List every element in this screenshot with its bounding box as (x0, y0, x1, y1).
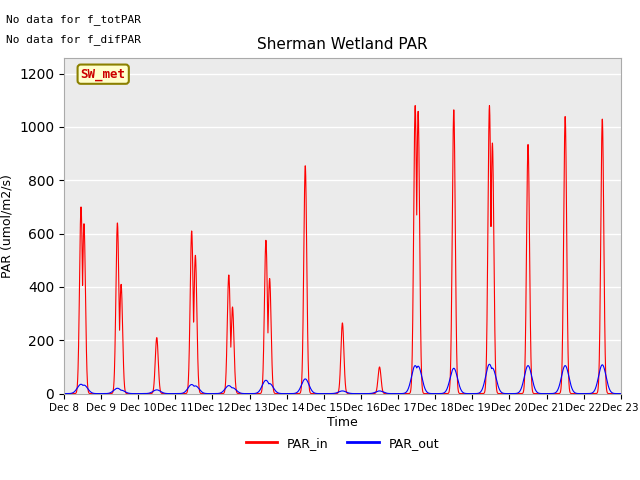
PAR_in (616, 391, 624, 396)
Line: PAR_out: PAR_out (64, 364, 621, 394)
Y-axis label: PAR (umol/m2/s): PAR (umol/m2/s) (1, 174, 13, 277)
PAR_in (412, 103, 419, 108)
PAR_in (322, 391, 330, 396)
PAR_out (160, 390, 168, 396)
PAR_out (499, 390, 507, 396)
PAR_in (617, 391, 625, 396)
Title: Sherman Wetland PAR: Sherman Wetland PAR (257, 37, 428, 52)
Text: SW_met: SW_met (81, 68, 125, 81)
PAR_in (436, 391, 444, 396)
Legend: PAR_in, PAR_out: PAR_in, PAR_out (241, 432, 444, 455)
PAR_out (436, 391, 444, 396)
Text: No data for f_difPAR: No data for f_difPAR (6, 34, 141, 45)
PAR_in (160, 391, 168, 396)
PAR_in (468, 391, 476, 396)
PAR_out (616, 391, 624, 396)
PAR_out (322, 391, 330, 396)
PAR_out (60, 391, 68, 396)
PAR_in (357, 391, 365, 396)
X-axis label: Time: Time (327, 416, 358, 429)
PAR_in (60, 391, 68, 396)
PAR_out (320, 391, 328, 396)
PAR_out (617, 391, 625, 396)
PAR_out (467, 391, 475, 396)
Text: No data for f_totPAR: No data for f_totPAR (6, 14, 141, 25)
PAR_in (499, 391, 507, 396)
Line: PAR_in: PAR_in (64, 106, 621, 394)
PAR_out (486, 361, 493, 367)
